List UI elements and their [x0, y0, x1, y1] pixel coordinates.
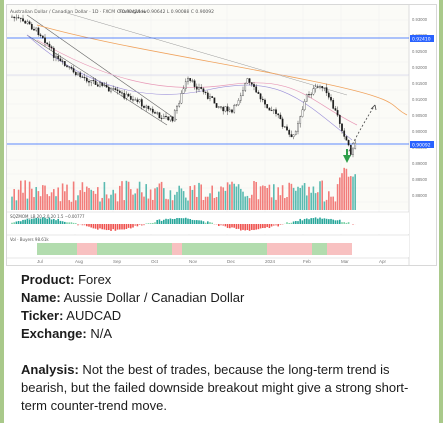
exchange-value: N/A [86, 326, 113, 341]
ticker-label: Ticker: [21, 308, 64, 323]
price-chart[interactable]: Australian Dollar / Canadian Dollar · 1D… [6, 4, 437, 266]
exchange-label: Exchange: [21, 326, 87, 341]
chart-canvas[interactable]: Australian Dollar / Canadian Dollar · 1D… [7, 5, 436, 265]
price-axis-label: 0.88500 [412, 177, 428, 182]
time-axis-label: Nov [189, 259, 198, 264]
price-axis-label: 0.91500 [412, 81, 428, 86]
product-label: Product: [21, 272, 75, 287]
ticker-row: Ticker: AUDCAD [21, 307, 433, 325]
time-axis-label: Feb [303, 259, 311, 264]
product-value: Forex [74, 272, 112, 287]
ma-short [26, 34, 353, 141]
indicator-2-label: Vol · Buyers 98.61k [10, 237, 49, 242]
price-axis-label: 0.93000 [412, 17, 428, 22]
price-tag-2 [410, 141, 434, 148]
name-label: Name: [21, 290, 61, 305]
price-axis-label: 0.89000 [412, 161, 428, 166]
trend-line-upper [26, 14, 178, 121]
name-value: Aussie Dollar / Canadian Dollar [60, 290, 245, 305]
time-axis-label: Dec [227, 259, 236, 264]
time-axis-label: Apr [379, 259, 387, 264]
ma-long [36, 24, 408, 116]
indicator-1-label: SQZMOM_LB 20 2.0 20 1.5 −0.00777 [10, 214, 85, 219]
name-row: Name: Aussie Dollar / Canadian Dollar [21, 289, 433, 307]
time-axis-label: Jul [37, 259, 43, 264]
price-axis-label: 0.88000 [412, 193, 428, 198]
price-axis-area [409, 5, 436, 265]
price-tag-2-text: 0.90092 [412, 143, 431, 149]
time-axis-label: 2024 [265, 259, 276, 264]
time-axis-label: Sep [113, 259, 122, 264]
analysis-paragraph: Analysis: Not the best of trades, becaus… [21, 361, 433, 415]
chart-ohlc: O 0.90424 H 0.90642 L 0.90088 C 0.90092 [117, 9, 214, 15]
price-axis-label: 0.90500 [412, 113, 428, 118]
price-axis-label: 0.92000 [412, 65, 428, 70]
oscillator-bars [11, 217, 356, 231]
signal-arrow-icon [343, 149, 351, 163]
post-text: Product: Forex Name: Aussie Dollar / Can… [21, 271, 433, 415]
candles [11, 14, 357, 158]
chart-header: Australian Dollar / Canadian Dollar · 1D… [10, 9, 147, 15]
trend-line-long [66, 12, 348, 96]
projection-path [346, 104, 376, 156]
price-tag-1-text: 0.92410 [412, 37, 431, 43]
time-axis-label: Aug [75, 259, 84, 264]
analysis-label: Analysis: [21, 362, 79, 377]
product-row: Product: Forex [21, 271, 433, 289]
price-axis-label: 0.92500 [412, 49, 428, 54]
analysis-value: Not the best of trades, because the long… [21, 362, 409, 413]
exchange-row: Exchange: N/A [21, 325, 433, 343]
zone-blocks [37, 243, 352, 255]
projection-arrowhead [370, 104, 377, 111]
trend-line-lower [26, 34, 168, 126]
ma-mid [36, 39, 358, 126]
time-axis-label: Mar [341, 259, 349, 264]
price-axis-label: 0.90000 [412, 129, 428, 134]
post-card: Australian Dollar / Canadian Dollar · 1D… [4, 0, 439, 423]
price-axis-label: 0.91000 [412, 97, 428, 102]
volume-bars [11, 167, 356, 210]
time-axis: Jul Aug Sep Oct Nov Dec 2024 Feb Mar Apr [37, 259, 387, 264]
time-axis-label: Oct [151, 259, 159, 264]
ticker-value: AUDCAD [63, 308, 122, 323]
price-tag-1 [410, 35, 434, 42]
